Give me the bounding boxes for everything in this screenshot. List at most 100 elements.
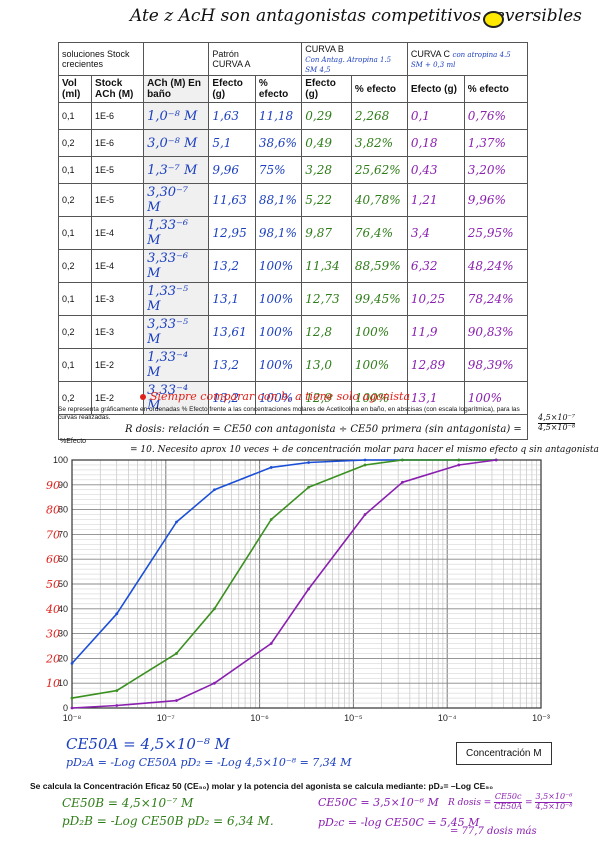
row-efecto-c: 11,9 xyxy=(406,315,465,349)
y-tick-label: 50 xyxy=(58,579,68,589)
y-handwritten-label: 50 xyxy=(46,578,60,591)
row-ach: 1,33⁻⁴ M xyxy=(143,348,210,382)
x-tick-label: 10⁻⁴ xyxy=(438,713,457,723)
data-point xyxy=(363,463,367,467)
row-pct-a: 100% xyxy=(254,348,303,382)
row-vol: 0,1 xyxy=(57,348,93,382)
row-efecto-c: 0,1 xyxy=(406,102,465,130)
data-point xyxy=(269,466,273,469)
plot-frame xyxy=(71,459,542,709)
data-point xyxy=(494,458,498,462)
y-axis-title: %Efecto xyxy=(60,438,87,445)
row-pct-a: 88,1% xyxy=(254,183,303,217)
row-efecto-b: 12,8 xyxy=(301,315,352,349)
y-handwritten-label: 10 xyxy=(46,677,60,690)
row-stock: 1E-4 xyxy=(91,249,145,283)
row-vol: 0,1 xyxy=(57,102,93,130)
row-pct-c: 90,83% xyxy=(463,315,529,349)
row-efecto-b: 5,22 xyxy=(301,183,352,217)
note-pd2a: pD₂A = -Log CE50A pD₂ = -Log 4,5×10⁻⁸ = … xyxy=(66,756,352,769)
x-tick-label: 10⁻⁸ xyxy=(63,713,82,723)
series-line-1 xyxy=(71,459,497,699)
data-point xyxy=(115,689,119,693)
table-row: 0,1 1E-3 1,33⁻⁵ M 13,1 100% 12,73 99,45% 10,25 7… xyxy=(57,282,529,316)
row-efecto-a: 1,63 xyxy=(208,102,256,130)
row-pct-a: 100% xyxy=(254,381,303,415)
row-efecto-b: 0,29 xyxy=(301,102,352,130)
note-rdosis: R dosis = CE50c CE50A = 3,5×10⁻⁶ 4,5×10⁻⁸ xyxy=(448,792,573,811)
row-stock: 1E-5 xyxy=(91,183,145,217)
col-pct-c: % efecto xyxy=(463,75,529,103)
row-efecto-a: 5,1 xyxy=(208,129,256,157)
y-handwritten-label: 40 xyxy=(45,603,60,616)
instructions-text: Se representa gráficamente en ordenadas … xyxy=(58,406,520,422)
y-handwritten-label: 90 xyxy=(46,479,60,492)
row-efecto-b: 3,28 xyxy=(301,156,352,184)
y-tick-label: 70 xyxy=(58,529,68,539)
y-tick-label: 60 xyxy=(58,554,68,564)
row-vol: 0,2 xyxy=(57,249,93,283)
table-row: 0,2 1E-3 3,33⁻⁵ M 13,61 100% 12,8 100% 11,9 90,8… xyxy=(57,315,529,349)
data-point xyxy=(307,461,311,464)
curva-a-header: Patrón CURVA A xyxy=(208,42,303,76)
row-efecto-c: 6,32 xyxy=(406,249,465,283)
page-title: Ate z AcH son antagonistas competitivos … xyxy=(130,6,582,26)
row-pct-b: 88,59% xyxy=(350,249,408,283)
data-point xyxy=(457,458,461,462)
formula-text: Se calcula la Concentración Eficaz 50 (C… xyxy=(30,781,494,791)
table-row: 0,2 1E-6 3,0⁻⁸ M 5,1 38,6% 0,49 3,82% 0,18 1,37% xyxy=(57,129,529,157)
curva-b-header: CURVA B Con Antag. Atropina 1.5 SM 4,5 xyxy=(301,42,408,76)
data-point xyxy=(175,520,178,524)
row-vol: 0,1 xyxy=(57,216,93,250)
data-point xyxy=(307,587,311,591)
col-efecto-a: Efecto (g) xyxy=(208,75,256,103)
row-pct-c: 78,24% xyxy=(463,282,529,316)
y-handwritten-label: 70 xyxy=(46,528,60,541)
y-tick-label: 30 xyxy=(58,629,68,639)
note-ce50c: CE50C = 3,5×10⁻⁶ M xyxy=(318,796,439,809)
row-pct-c: 0,76% xyxy=(463,102,529,130)
row-ach: 1,33⁻⁵ M xyxy=(143,282,210,316)
row-stock: 1E-4 xyxy=(91,216,145,250)
data-point xyxy=(213,681,216,685)
y-tick-label: 80 xyxy=(58,505,68,515)
row-efecto-a: 11,63 xyxy=(208,183,256,217)
stock-label: soluciones Stock crecientes xyxy=(57,42,145,76)
row-pct-b: 3,82% xyxy=(350,129,408,157)
data-point xyxy=(115,612,119,616)
x-tick-label: 10⁻⁵ xyxy=(344,713,363,723)
table-row: 0,1 1E-5 1,3⁻⁷ M 9,96 75% 3,28 25,62% 0,43 3,20% xyxy=(57,156,529,184)
row-efecto-a: 12,95 xyxy=(208,216,256,250)
row-vol: 0,2 xyxy=(57,129,93,157)
row-vol: 0,2 xyxy=(57,315,93,349)
row-efecto-c: 3,4 xyxy=(406,216,465,250)
note-icon[interactable] xyxy=(483,11,504,28)
row-efecto-b: 0,49 xyxy=(301,129,352,157)
row-efecto-a: 13,1 xyxy=(208,282,256,316)
col-stock: Stock ACh (M) xyxy=(91,75,145,103)
row-ach: 1,0⁻⁸ M xyxy=(143,102,210,130)
row-pct-b: 2,268 xyxy=(350,102,408,130)
y-tick-label: 100 xyxy=(53,455,68,465)
y-tick-label: 40 xyxy=(58,604,68,614)
row-pct-c: 3,20% xyxy=(463,156,529,184)
data-point xyxy=(213,488,216,492)
table-row: 0,2 1E-4 3,33⁻⁶ M 13,2 100% 11,34 88,59% 6,32 48… xyxy=(57,249,529,283)
col-pct-a: % efecto xyxy=(254,75,303,103)
row-efecto-c: 12,89 xyxy=(406,348,465,382)
data-table: soluciones Stock crecientes Patrón CURVA … xyxy=(57,42,529,440)
table-row: 0,1 1E-2 1,33⁻⁴ M 13,2 100% 13,0 100% 12,89 98,3… xyxy=(57,348,529,382)
row-stock: 1E-3 xyxy=(91,282,145,316)
data-point xyxy=(269,518,273,521)
row-efecto-c: 0,43 xyxy=(406,156,465,184)
y-handwritten-label: 30 xyxy=(46,628,60,641)
row-efecto-b: 12,73 xyxy=(301,282,352,316)
row-vol: 0,1 xyxy=(57,156,93,184)
row-stock: 1E-3 xyxy=(91,315,145,349)
data-point xyxy=(175,652,178,655)
row-ach: 3,33⁻⁵ M xyxy=(143,315,210,349)
data-point xyxy=(363,513,367,516)
row-pct-b: 100% xyxy=(350,315,408,349)
note-dosis-mas: = 77,7 dosis más xyxy=(450,826,537,837)
note-pd2b: pD₂B = -Log CE50B pD₂ = 6,34 M. xyxy=(62,814,274,828)
